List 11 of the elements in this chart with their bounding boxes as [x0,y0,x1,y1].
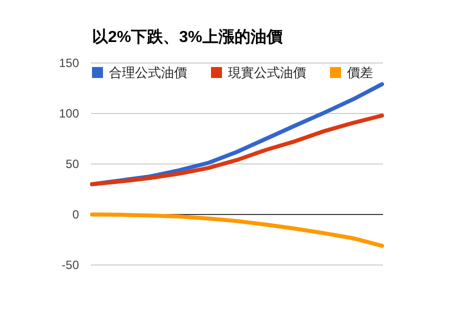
legend-label: 價差 [347,65,373,80]
y-tick-label: -50 [62,258,80,272]
line-series [90,114,384,186]
y-tick-label: 150 [58,56,80,70]
legend-label: 合理公式油價 [109,65,187,80]
y-tick-label: 50 [66,157,80,171]
legend-label: 現實公式油價 [228,65,306,80]
y-tick-label: 0 [72,208,80,222]
y-tick-label: 100 [58,106,80,120]
chart-title: 以2%下跌、3%上漲的油價 [92,28,284,46]
line-series [90,212,384,248]
